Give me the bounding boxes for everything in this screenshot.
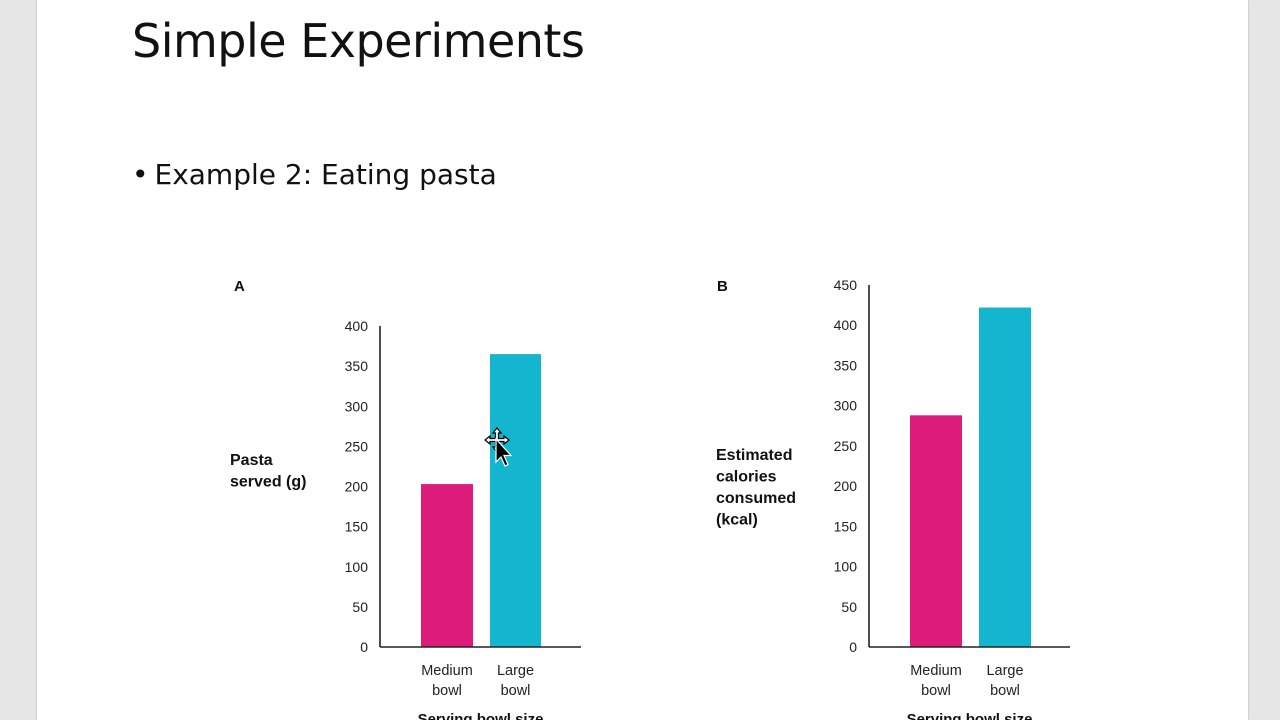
chart-a-y-axis-title: served (g) [230,474,306,491]
chart-a-y-tick-label: 300 [345,398,369,414]
chart-a-y-tick-label: 150 [345,519,369,535]
slide-title: Simple Experiments [132,14,585,68]
chart-a-bar-medium [421,484,473,647]
chart-b-panel-label: B [717,278,728,295]
chart-b-x-tick-label: bowl [921,683,951,699]
chart-b-y-tick-label: 350 [834,357,858,373]
chart-a-y-tick-label: 100 [345,559,369,575]
chart-a-y-tick-label: 400 [345,318,369,334]
chart-b-y-tick-label: 50 [841,599,857,615]
chart-b-y-tick-label: 450 [834,277,858,293]
chart-b-bar-large [979,307,1031,647]
chart-b-y-axis-title: (kcal) [716,512,758,529]
chart-a-y-axis-title: Pasta [230,452,273,469]
chart-a-x-tick-label: Medium [421,663,473,679]
bullet-text: Example 2: Eating pasta [154,158,497,191]
chart-b-bar-medium [910,415,962,647]
chart-b-y-axis-title: Estimated [716,447,792,464]
chart-a-y-tick-label: 200 [345,479,369,495]
chart-a-y-tick-label: 350 [345,358,369,374]
chart-b-y-tick-label: 200 [834,478,858,494]
chart-b-x-axis-title: Serving bowl size [907,711,1033,720]
chart-a-x-tick-label: Large [497,663,534,679]
chart-b-y-tick-label: 0 [849,639,857,655]
chart-b-x-tick-label: Medium [910,663,962,679]
chart-a-x-axis-title: Serving bowl size [418,711,544,720]
chart-a-bar-large [490,354,541,647]
chart-a-y-tick-label: 50 [352,599,368,615]
slide: Simple Experiments • Example 2: Eating pa… [37,0,1248,720]
chart-b-y-axis-title: calories [716,469,777,486]
chart-b-y-tick-label: 400 [834,317,858,333]
chart-b-x-tick-label: Large [986,663,1023,679]
chart-b-y-axis-title: consumed [716,490,796,507]
bullet-item: • Example 2: Eating pasta [132,158,497,191]
move-cursor-icon [484,427,513,467]
chart-b-y-tick-label: 100 [834,559,858,575]
chart-b-y-tick-label: 150 [834,518,858,534]
chart-a-x-tick-label: bowl [501,683,531,699]
bullet-dot-icon: • [132,158,149,191]
chart-b-y-tick-label: 300 [834,398,858,414]
chart-a-y-tick-label: 250 [345,438,369,454]
chart-a-x-tick-label: bowl [432,683,462,699]
chart-b-x-tick-label: bowl [990,683,1020,699]
chart-a-panel-label: A [234,278,245,295]
chart-b-y-tick-label: 250 [834,438,858,454]
chart-a-y-tick-label: 0 [360,639,368,655]
